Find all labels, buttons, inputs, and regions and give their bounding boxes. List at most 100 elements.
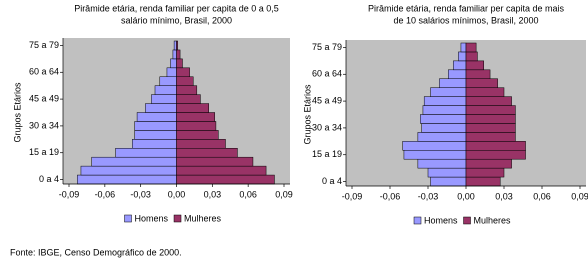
y-tick-label: 15 a 19 bbox=[312, 149, 342, 159]
legend-label: Mulheres bbox=[474, 215, 512, 225]
bar bbox=[170, 58, 177, 69]
bar bbox=[176, 139, 226, 149]
y-tick-label: 45 a 49 bbox=[29, 93, 59, 103]
bar bbox=[176, 174, 275, 185]
bar bbox=[176, 156, 254, 167]
bar bbox=[132, 139, 177, 149]
y-tick-label: 60 a 64 bbox=[312, 69, 342, 79]
legend-swatch bbox=[413, 216, 422, 225]
bar bbox=[402, 141, 467, 151]
bar bbox=[453, 60, 467, 71]
legend-label: Mulheres bbox=[184, 213, 222, 223]
x-tick-label: -0,03 bbox=[418, 191, 439, 201]
bar bbox=[172, 49, 177, 60]
bar bbox=[465, 51, 478, 62]
bar bbox=[134, 121, 177, 131]
bar bbox=[417, 132, 467, 142]
bar bbox=[465, 123, 516, 133]
source-note: Fonte: IBGE, Censo Demográfico de 2000. bbox=[10, 247, 182, 257]
y-tick-label: 75 a 79 bbox=[29, 40, 59, 50]
bar bbox=[439, 78, 467, 88]
x-tick-label: -0,03 bbox=[130, 189, 151, 199]
bar bbox=[465, 176, 501, 187]
bar bbox=[176, 67, 190, 77]
bar bbox=[465, 105, 516, 115]
bar bbox=[176, 112, 215, 122]
y-tick-label: 0 a 4 bbox=[39, 174, 59, 184]
bar bbox=[423, 96, 467, 106]
bar bbox=[154, 85, 177, 95]
bar bbox=[166, 67, 177, 77]
bar bbox=[176, 130, 219, 140]
bar bbox=[77, 174, 177, 185]
bar bbox=[465, 114, 516, 124]
bar bbox=[465, 96, 512, 106]
y-tick-label: 15 a 19 bbox=[29, 147, 59, 157]
x-tick-label: 0,09 bbox=[275, 189, 293, 199]
bar bbox=[465, 69, 491, 79]
bar bbox=[430, 87, 467, 97]
y-tick-label: 30 a 34 bbox=[312, 122, 342, 132]
bar bbox=[465, 132, 516, 142]
chart-title: salário mínimo, Brasil, 2000 bbox=[121, 15, 232, 25]
bar bbox=[136, 112, 177, 122]
legend-swatch bbox=[463, 216, 471, 225]
x-tick-label: 0,00 bbox=[168, 189, 186, 199]
bar bbox=[427, 167, 467, 178]
chart-title: de 10 salários mínimos, Brasil, 2000 bbox=[393, 15, 538, 25]
bar bbox=[417, 158, 467, 169]
bar bbox=[176, 49, 181, 60]
bar bbox=[176, 121, 217, 131]
bar bbox=[80, 165, 177, 176]
bar bbox=[460, 42, 467, 53]
bar bbox=[176, 165, 267, 176]
y-tick-label: 45 a 49 bbox=[312, 95, 342, 105]
x-tick-label: 0,03 bbox=[495, 191, 513, 201]
legend-label: Homens bbox=[135, 213, 169, 223]
bar bbox=[403, 150, 467, 160]
bar bbox=[91, 156, 177, 167]
bar bbox=[448, 69, 467, 79]
x-tick-label: 0,00 bbox=[457, 191, 475, 201]
bar bbox=[151, 94, 177, 104]
y-axis-label: Grupos Etários bbox=[302, 84, 312, 145]
y-tick-label: 0 a 4 bbox=[322, 176, 342, 186]
x-tick-label: -0,09 bbox=[59, 189, 80, 199]
y-axis-label: Grupos Etários bbox=[12, 82, 22, 143]
bar bbox=[465, 158, 512, 169]
bar bbox=[465, 150, 526, 160]
bar bbox=[465, 78, 498, 88]
y-tick-label: 75 a 79 bbox=[312, 42, 342, 52]
bar bbox=[465, 42, 477, 53]
bar bbox=[176, 103, 209, 113]
x-tick-label: 0,06 bbox=[533, 191, 551, 201]
bar bbox=[465, 87, 505, 97]
bar bbox=[176, 76, 194, 86]
bar bbox=[465, 60, 484, 71]
bar bbox=[176, 58, 183, 69]
chart-title: Pirâmide etária, renda familiar per capi… bbox=[74, 3, 279, 13]
bar bbox=[115, 148, 177, 158]
legend-swatch bbox=[173, 214, 182, 223]
bar bbox=[176, 148, 238, 158]
bar bbox=[421, 123, 467, 133]
bar bbox=[458, 51, 467, 62]
y-tick-label: 60 a 64 bbox=[29, 67, 59, 77]
bar bbox=[176, 94, 201, 104]
bar bbox=[176, 40, 178, 51]
y-tick-label: 30 a 34 bbox=[29, 120, 59, 130]
bar bbox=[465, 167, 505, 178]
bar bbox=[173, 40, 177, 51]
bar bbox=[422, 105, 467, 115]
bar bbox=[465, 141, 526, 151]
x-tick-label: 0,06 bbox=[239, 189, 257, 199]
legend-label: Homens bbox=[424, 215, 458, 225]
bar bbox=[430, 176, 467, 187]
bar bbox=[159, 76, 177, 86]
legend-swatch bbox=[124, 214, 132, 223]
x-tick-label: 0,09 bbox=[571, 191, 588, 201]
x-tick-label: 0,03 bbox=[204, 189, 222, 199]
chart-title: Pirâmide etária, renda familiar per capi… bbox=[368, 3, 565, 13]
bar bbox=[134, 130, 177, 140]
